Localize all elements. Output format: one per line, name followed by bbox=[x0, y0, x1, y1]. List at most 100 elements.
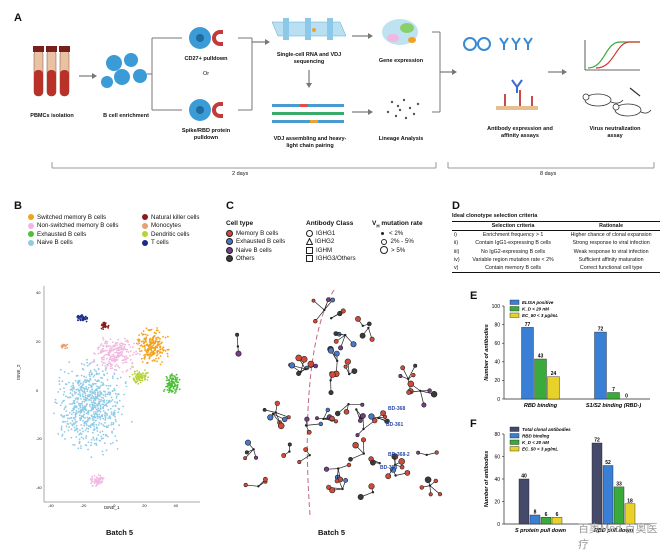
lineage-node bbox=[282, 453, 286, 457]
tsne-point bbox=[113, 422, 115, 424]
tsne-point bbox=[111, 367, 113, 369]
legend-swatch bbox=[226, 238, 233, 245]
tsne-point bbox=[124, 338, 126, 340]
bar-value-label: 7 bbox=[612, 387, 615, 393]
tsne-point bbox=[119, 400, 121, 402]
tsne-point bbox=[105, 326, 107, 328]
tsne-point bbox=[96, 477, 98, 479]
tsne-point bbox=[62, 416, 64, 418]
tsne-point bbox=[91, 385, 93, 387]
tsne-point bbox=[85, 437, 87, 439]
tsne-point bbox=[103, 394, 105, 396]
tsne-point bbox=[104, 350, 106, 352]
tsne-point bbox=[174, 389, 176, 391]
tsne-point bbox=[146, 350, 148, 352]
tsne-point bbox=[130, 346, 132, 348]
tsne-point bbox=[128, 344, 130, 346]
tsne-point bbox=[88, 410, 90, 412]
tsne-point bbox=[91, 388, 93, 390]
tsne-point bbox=[72, 386, 74, 388]
lineage-node bbox=[344, 478, 348, 482]
tsne-point bbox=[81, 387, 83, 389]
tsne-point bbox=[159, 346, 161, 348]
tsne-point bbox=[98, 386, 100, 388]
tsne-point bbox=[81, 433, 83, 435]
tsne-point bbox=[157, 337, 159, 339]
lineage-node bbox=[275, 401, 280, 406]
tsne-point bbox=[152, 342, 154, 344]
lineage-node bbox=[401, 366, 405, 370]
enrich-caption: B cell enrichment bbox=[96, 113, 156, 120]
tsne-point bbox=[79, 441, 81, 443]
legend-swatch bbox=[28, 223, 34, 229]
tsne-point bbox=[75, 422, 77, 424]
lineage-node bbox=[287, 416, 290, 419]
lineage-node bbox=[282, 417, 287, 422]
legend-item: Natural killer cells bbox=[142, 213, 199, 222]
tsne-point bbox=[59, 388, 61, 390]
tsne-point bbox=[100, 352, 102, 354]
tsne-point bbox=[144, 369, 146, 371]
lineage-node bbox=[244, 457, 247, 460]
tsne-point bbox=[106, 350, 108, 352]
legend-label: Total clonal antibodies bbox=[522, 427, 571, 432]
tsne-point bbox=[88, 394, 90, 396]
lineage-node bbox=[345, 359, 351, 365]
tsne-point bbox=[106, 434, 108, 436]
tsne-point bbox=[160, 364, 162, 366]
tsne-point bbox=[90, 386, 92, 388]
tsne-point bbox=[108, 425, 110, 427]
tsne-point bbox=[63, 408, 65, 410]
lineage-node bbox=[334, 420, 338, 424]
tsne-point bbox=[142, 361, 144, 363]
tsne-point bbox=[76, 401, 78, 403]
tsne-point bbox=[113, 349, 115, 351]
tsne-point bbox=[107, 379, 109, 381]
tsne-point bbox=[75, 428, 77, 430]
legend-item: Dendritic cells bbox=[142, 230, 199, 239]
workflow-diagram bbox=[0, 0, 668, 200]
tsne-point bbox=[140, 380, 142, 382]
tsne-point bbox=[83, 406, 85, 408]
tsne-point bbox=[113, 388, 115, 390]
tsne-point bbox=[97, 398, 99, 400]
lineage-node bbox=[328, 348, 334, 354]
tsne-point bbox=[79, 406, 81, 408]
tsne-point bbox=[179, 388, 181, 390]
tsne-point bbox=[106, 385, 108, 387]
tsne-point bbox=[63, 394, 65, 396]
lineage-node bbox=[305, 417, 310, 422]
category-label: S1/S2 binding (RBD-) bbox=[586, 403, 641, 409]
tsne-point bbox=[138, 342, 140, 344]
tsne-point bbox=[77, 431, 79, 433]
tsne-point bbox=[143, 342, 145, 344]
tsne-point bbox=[168, 382, 170, 384]
neutralization-curve-icon bbox=[585, 40, 640, 70]
tsne-point bbox=[64, 371, 66, 373]
tsne-point bbox=[85, 409, 87, 411]
tsne-point bbox=[85, 377, 87, 379]
tsne-point bbox=[97, 418, 99, 420]
tsne-point bbox=[104, 362, 106, 364]
tsne-point bbox=[172, 375, 174, 377]
tsne-point bbox=[98, 353, 100, 355]
legend-swatch bbox=[142, 240, 148, 246]
tsne-point bbox=[68, 430, 70, 432]
y-tick-label: 20 bbox=[494, 499, 500, 505]
tsne-point bbox=[105, 419, 107, 421]
tsne-point bbox=[64, 431, 66, 433]
tsne-point bbox=[93, 376, 95, 378]
tsne-point bbox=[155, 333, 157, 335]
tsne-point bbox=[144, 377, 146, 379]
tsne-point bbox=[60, 369, 62, 371]
y-axis-label: Number of antibodies bbox=[484, 324, 490, 381]
lineage-edge bbox=[349, 404, 363, 405]
tsne-point bbox=[73, 400, 75, 402]
bar-value-label: 6 bbox=[545, 512, 548, 518]
lineage-node bbox=[338, 311, 343, 316]
tsne-point bbox=[95, 411, 97, 413]
category-label: S protein pull down bbox=[515, 528, 567, 534]
tsne-point bbox=[71, 413, 73, 415]
lineage-node bbox=[361, 403, 364, 406]
tsne-point bbox=[87, 431, 89, 433]
